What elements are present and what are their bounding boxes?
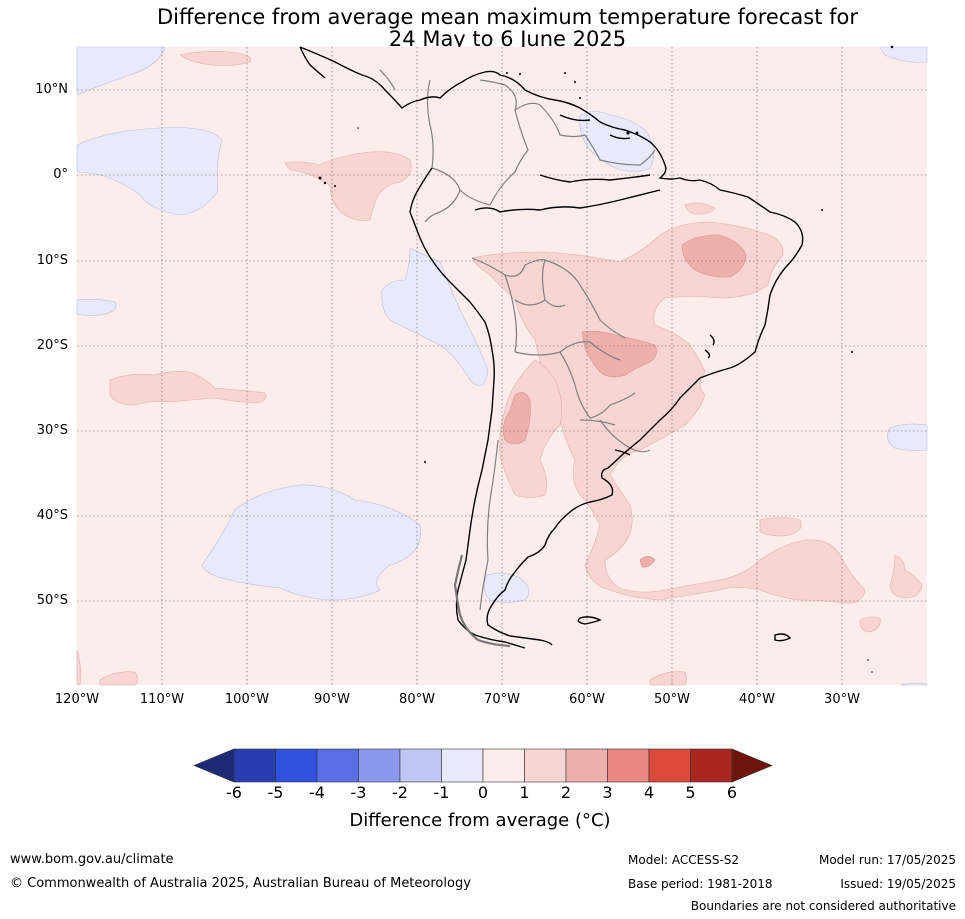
model-run-text: Model run: 17/05/2025 xyxy=(818,853,956,867)
model-text: Model: ACCESS-S2 xyxy=(628,853,740,867)
colorbar-segment xyxy=(358,748,401,783)
longitude-label: 70°W xyxy=(484,692,520,707)
longitude-label: 120°W xyxy=(54,692,100,707)
colorbar-tick-label: 0 xyxy=(477,783,489,802)
fjord-coast xyxy=(453,554,511,648)
longitude-label: 110°W xyxy=(139,692,185,707)
colorbar-tick-label: -4 xyxy=(309,783,325,802)
map-title-line-1: Difference from average mean maximum tem… xyxy=(157,5,858,29)
colorbar-tick-label: 5 xyxy=(685,783,696,802)
colorbar-tick-label: 3 xyxy=(602,783,613,802)
longitude-label: 50°W xyxy=(654,692,690,707)
longitude-label: 40°W xyxy=(739,692,775,707)
colorbar-tick-label: -2 xyxy=(392,783,408,802)
latitude-label: 50°S xyxy=(36,593,68,608)
colorbar-segment xyxy=(399,748,442,783)
colorbar-tick-label: 1 xyxy=(519,783,530,802)
latitude-label: 10°S xyxy=(36,253,68,268)
longitude-label: 100°W xyxy=(224,692,270,707)
latitude-label: 20°S xyxy=(36,338,68,353)
colorbar-tick-label: -6 xyxy=(226,783,242,802)
latitude-label: 10°N xyxy=(35,82,68,97)
coastlines xyxy=(299,46,804,649)
colorbar-segment xyxy=(482,748,525,783)
colorbar-segment xyxy=(690,748,733,783)
cooler-anomaly-areas xyxy=(76,46,928,686)
issued-text: Issued: 19/05/2025 xyxy=(840,877,956,891)
colorbar-segment xyxy=(524,748,567,783)
country-borders xyxy=(379,69,656,611)
colorbar-tick-label: 2 xyxy=(560,783,572,802)
colorbar-segment xyxy=(233,748,276,783)
latitude-label: 0° xyxy=(53,167,68,182)
latitude-label: 30°S xyxy=(36,423,68,438)
longitude-label: 90°W xyxy=(314,692,350,707)
colorbar xyxy=(193,748,773,783)
colorbar-tick-label: -3 xyxy=(350,783,367,802)
longitude-label: 60°W xyxy=(569,692,605,707)
colorbar-extend-high xyxy=(731,748,773,783)
colorbar-tick-label: -5 xyxy=(267,783,284,802)
colorbar-segment xyxy=(607,748,650,783)
latitude-label: 40°S xyxy=(36,508,68,523)
colorbar-tick-label: -1 xyxy=(433,783,450,802)
longitude-label: 30°W xyxy=(824,692,860,707)
colorbar-segment xyxy=(316,748,359,783)
colorbar-segment xyxy=(275,748,318,783)
colorbar-segment xyxy=(648,748,691,783)
colorbar-label: Difference from average (°C) xyxy=(349,810,611,831)
graticule-lines xyxy=(77,47,927,685)
colorbar-tick-label: 6 xyxy=(726,783,738,802)
website-text: www.bom.gov.au/climate xyxy=(10,852,174,867)
colorbar-segment xyxy=(565,748,608,783)
colorbar-segment xyxy=(441,748,484,783)
small-islands xyxy=(318,45,894,673)
colorbar-tick-label: 4 xyxy=(643,783,655,802)
longitude-label: 80°W xyxy=(399,692,435,707)
disclaimer-text: Boundaries are not considered authoritat… xyxy=(690,899,956,913)
base-period-text: Base period: 1981-2018 xyxy=(628,877,773,891)
colorbar-extend-low xyxy=(193,748,235,783)
copyright-text: © Commonwealth of Australia 2025, Austra… xyxy=(10,876,471,891)
